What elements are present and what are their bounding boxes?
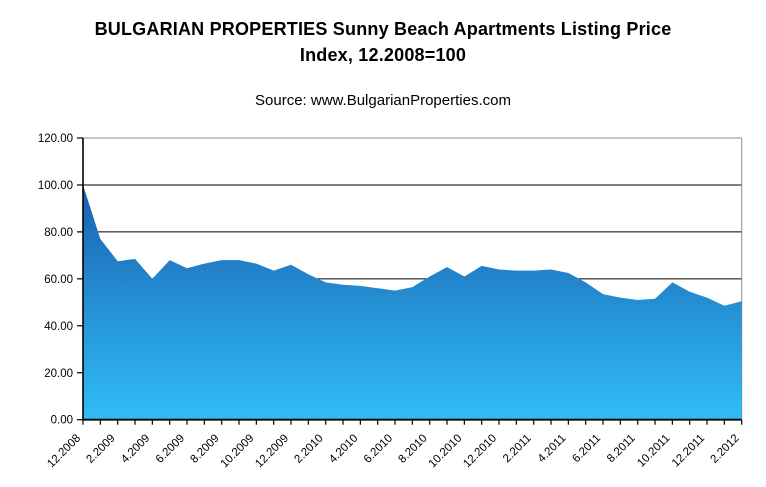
area-series (83, 184, 742, 420)
chart-title: BULGARIAN PROPERTIES Sunny Beach Apartme… (0, 16, 766, 68)
y-axis-label: 40.00 (44, 321, 73, 333)
y-axis-label: 80.00 (44, 227, 73, 239)
x-axis-label: 6.2009 (154, 432, 187, 465)
x-axis-label: 6.2011 (570, 432, 603, 465)
y-axis-label: 100.00 (38, 180, 73, 192)
x-axis-label: 2.2011 (501, 432, 534, 465)
chart-title-line1: BULGARIAN PROPERTIES Sunny Beach Apartme… (94, 19, 672, 39)
x-axis-label: 8.2009 (188, 432, 221, 465)
y-axis-label: 60.00 (44, 274, 73, 286)
x-axis-label: 4.2011 (536, 432, 569, 465)
x-axis-label: 6.2010 (362, 432, 395, 465)
x-axis-label: 8.2011 (605, 432, 638, 465)
x-axis-label: 12.2009 (253, 432, 291, 470)
y-axis-label: 20.00 (44, 368, 73, 380)
x-axis-label: 2.2010 (292, 432, 325, 465)
chart-source: Source: www.BulgarianProperties.com (255, 92, 511, 109)
x-axis-label: 10.2009 (219, 432, 257, 470)
x-axis-label: 12.2011 (670, 432, 707, 469)
x-axis-label: 10.2011 (635, 432, 672, 469)
x-axis-label: 8.2010 (396, 432, 429, 465)
y-axis-label: 0.00 (51, 415, 73, 427)
x-axis-label: 2.2009 (84, 432, 117, 465)
x-axis-label: 10.2010 (427, 432, 465, 470)
x-axis-label: 4.2009 (119, 432, 152, 465)
x-axis-label: 2.2012 (708, 432, 741, 465)
y-axis-label: 120.00 (38, 133, 73, 145)
x-axis-label: 12.2010 (461, 432, 499, 470)
x-axis-label: 12.2008 (45, 432, 83, 470)
x-axis-label: 4.2010 (327, 432, 360, 465)
price-index-area-chart: 0.00 20.00 40.00 60.00 80.00 100.00 120.00 12.2… (38, 133, 743, 470)
chart-title-line2: Index, 12.2008=100 (299, 45, 467, 65)
